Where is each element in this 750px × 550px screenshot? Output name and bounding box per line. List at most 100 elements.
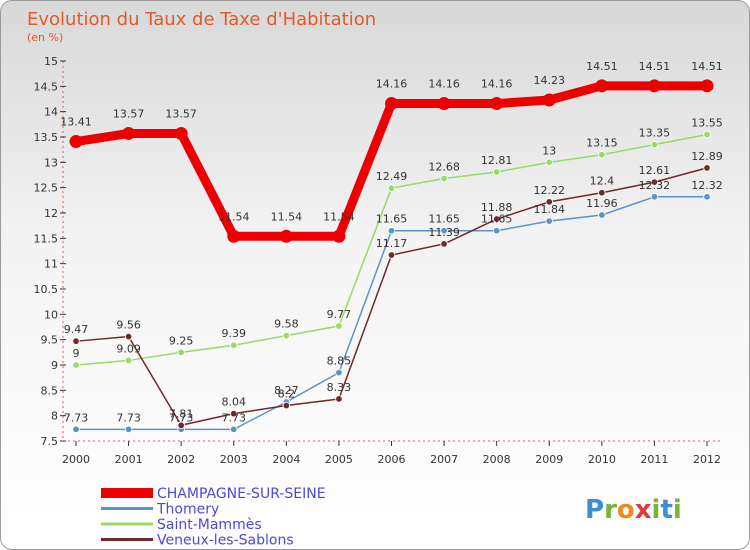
- data-point: [335, 322, 343, 330]
- legend-label: Saint-Mammès: [157, 517, 262, 533]
- brand-letter: i: [652, 495, 661, 525]
- data-point: [124, 425, 133, 434]
- data-label: 9.25: [169, 334, 194, 347]
- x-tick-label: 2000: [62, 453, 90, 466]
- data-label: 7.73: [116, 411, 141, 424]
- brand-text: Proxiti: [585, 495, 682, 525]
- y-tick-label: 11: [44, 258, 58, 271]
- y-tick-label: 15: [44, 55, 58, 68]
- y-tick-label: 9.5: [41, 334, 59, 347]
- legend-label: Thomery: [156, 502, 219, 518]
- y-tick-label: 8.5: [41, 384, 59, 397]
- data-point: [124, 356, 133, 365]
- data-label: 11.96: [586, 197, 618, 210]
- data-label: 13.57: [113, 107, 145, 120]
- data-label: 14.23: [534, 74, 566, 87]
- x-tick-label: 2011: [640, 453, 668, 466]
- legend-swatch: [101, 522, 153, 526]
- data-label: 14.16: [481, 78, 513, 91]
- data-point: [598, 211, 606, 219]
- data-label: 8.2: [278, 388, 296, 401]
- data-label: 12.89: [691, 150, 723, 163]
- data-label: 11.65: [481, 213, 513, 226]
- data-point: [492, 227, 501, 235]
- data-point: [387, 184, 396, 192]
- data-label: 7.81: [169, 407, 194, 420]
- y-tick-label: 9: [51, 359, 58, 372]
- data-label: 13.41: [60, 116, 92, 129]
- data-point: [492, 215, 501, 223]
- data-point: [177, 421, 185, 429]
- data-point: [598, 151, 606, 159]
- data-label: 14.51: [639, 60, 671, 73]
- data-label: 11.65: [376, 213, 408, 226]
- data-point: [230, 341, 238, 349]
- data-point: [387, 227, 396, 235]
- y-tick-label: 8: [51, 410, 58, 423]
- series-lines: [69, 79, 714, 434]
- legend-item: Veneux-les-Sablons: [101, 533, 294, 549]
- y-tick-label: 10.5: [34, 283, 59, 296]
- data-label: 11.88: [481, 201, 513, 214]
- data-point: [124, 332, 133, 341]
- x-tick-label: 2010: [588, 453, 616, 466]
- legend-swatch: [101, 507, 153, 510]
- data-label: 11.84: [534, 203, 566, 216]
- data-point: [440, 227, 448, 235]
- data-point: [69, 135, 83, 149]
- x-tick-label: 2008: [483, 453, 511, 466]
- legend-item: CHAMPAGNE-SUR-SEINE: [101, 486, 326, 502]
- legend-label: CHAMPAGNE-SUR-SEINE: [157, 486, 326, 502]
- x-tick-label: 2012: [693, 453, 721, 466]
- data-point: [335, 395, 343, 403]
- x-tick-label: 2006: [378, 453, 406, 466]
- data-label: 9.56: [116, 319, 141, 332]
- data-point: [332, 229, 346, 243]
- brand-letter: t: [660, 495, 672, 525]
- y-tick-label: 12: [44, 207, 58, 220]
- data-label: 12.68: [428, 161, 460, 174]
- y-tick-label: 10: [44, 308, 58, 321]
- data-label: 12.4: [590, 175, 615, 188]
- data-label: 14.51: [586, 60, 618, 73]
- data-point: [492, 168, 501, 176]
- y-tick-label: 12.5: [34, 182, 59, 195]
- x-tick-label: 2003: [220, 453, 248, 466]
- x-tick-label: 2002: [167, 453, 195, 466]
- data-point: [230, 409, 238, 418]
- brand-letter: i: [673, 495, 682, 525]
- data-point: [650, 178, 659, 186]
- data-label: 11.39: [428, 226, 460, 239]
- series-1: [72, 193, 711, 434]
- data-label: 9.09: [116, 342, 141, 355]
- chart-title: Evolution du Taux de Taxe d'Habitation: [27, 9, 376, 30]
- data-label: 11.65: [428, 213, 460, 226]
- data-point: [282, 401, 291, 410]
- legend: CHAMPAGNE-SUR-SEINEThomerySaint-MammèsVe…: [101, 486, 326, 549]
- data-point: [650, 140, 659, 149]
- data-label: 9.77: [327, 308, 352, 321]
- y-tick-label: 13: [44, 156, 58, 169]
- y-tick-label: 11.5: [34, 232, 59, 245]
- data-label: 13.57: [165, 107, 197, 120]
- data-label: 14.16: [376, 78, 408, 91]
- data-point: [282, 331, 291, 340]
- data-point: [700, 79, 714, 93]
- brand-letter: x: [635, 495, 652, 525]
- data-label: 7.73: [222, 411, 247, 424]
- y-tick-label: 14.5: [34, 80, 59, 93]
- data-label: 12.32: [639, 179, 671, 192]
- data-point: [703, 130, 711, 139]
- data-label: 11.54: [323, 210, 355, 223]
- data-point: [227, 229, 241, 243]
- data-label: 7.73: [64, 411, 89, 424]
- chart-subtitle: (en %): [27, 31, 63, 44]
- y-tick-label: 7.5: [41, 435, 59, 448]
- data-point: [598, 189, 606, 197]
- data-point: [335, 368, 343, 377]
- data-point: [647, 79, 661, 93]
- data-point: [703, 164, 711, 172]
- y-tick-label: 14: [44, 106, 58, 119]
